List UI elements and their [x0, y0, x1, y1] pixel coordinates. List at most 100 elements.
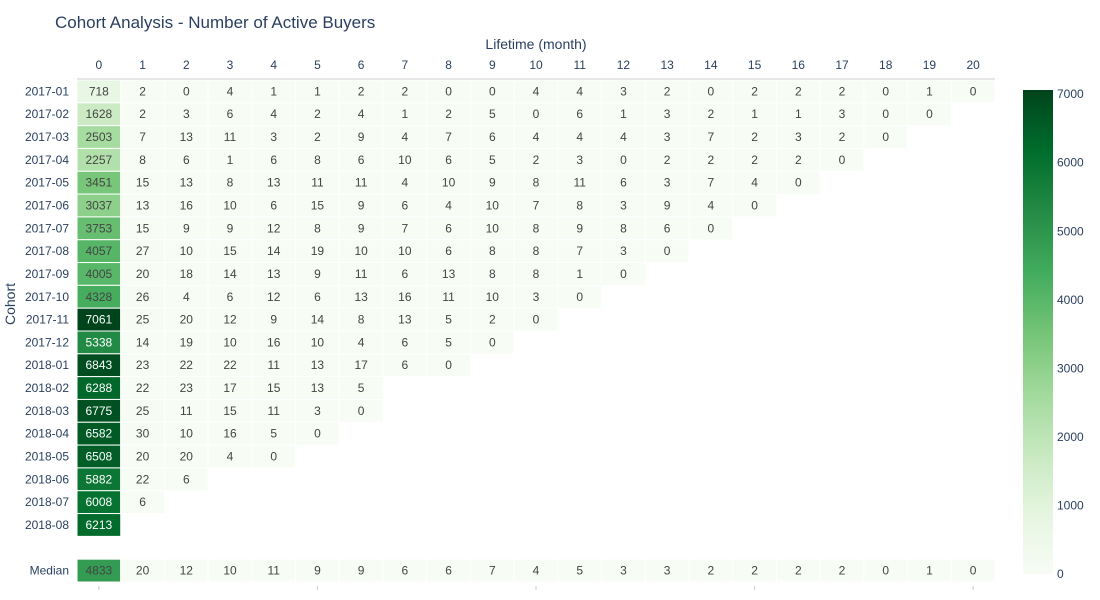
cell-value-label: 6 — [183, 472, 190, 486]
cell-value-label: 9 — [270, 313, 277, 327]
cell-value-label: 3 — [664, 564, 671, 578]
cell-value-label: 2 — [795, 564, 802, 578]
x-tick-label: 17 — [835, 58, 849, 72]
cell-value-label: 0 — [183, 84, 190, 98]
x-tick-label: 10 — [529, 58, 543, 72]
cell-value-label: 2 — [708, 153, 715, 167]
cell-value-label: 0 — [708, 84, 715, 98]
cell-value-label: 0 — [664, 244, 671, 258]
cell-value-label: 0 — [620, 153, 627, 167]
cell-value-label: 5 — [358, 381, 365, 395]
cell-value-label: 4 — [402, 176, 409, 190]
cell-value-label: 11 — [224, 130, 237, 144]
y-tick-label: 2018-05 — [25, 450, 69, 464]
cell-value-label: 6 — [445, 564, 452, 578]
cell-value-label: 2 — [751, 153, 758, 167]
cell-value-label: 0 — [270, 450, 277, 464]
cell-value-label: 0 — [533, 107, 540, 121]
cell-value-label: 8 — [533, 267, 540, 281]
colorbar-tick-label: 5000 — [1057, 224, 1084, 238]
cell-value-label: 17 — [223, 381, 237, 395]
cell-value-label: 6775 — [86, 404, 113, 418]
cell-value-label: 7 — [708, 130, 715, 144]
cell-value-label: 0 — [533, 313, 540, 327]
cell-value-label: 0 — [882, 564, 889, 578]
cell-value-label: 2 — [533, 153, 540, 167]
cell-value-label: 6 — [270, 153, 277, 167]
cell-value-label: 6 — [445, 221, 452, 235]
heatmap-cell — [163, 467, 209, 492]
cell-value-label: 2 — [314, 130, 321, 144]
cell-value-label: 1 — [227, 153, 234, 167]
cell-value-label: 14 — [223, 267, 237, 281]
y-tick-label: 2017-10 — [25, 290, 69, 304]
cell-value-label: 2 — [708, 564, 715, 578]
colorbar-tick-label: 0 — [1057, 567, 1064, 581]
cell-value-label: 8 — [576, 199, 583, 213]
cell-value-label: 718 — [89, 84, 109, 98]
cell-value-label: 1628 — [86, 107, 113, 121]
cell-value-label: 6508 — [86, 450, 113, 464]
cell-value-label: 23 — [180, 381, 194, 395]
cell-value-label: 0 — [489, 84, 496, 98]
y-tick-label: 2017-06 — [25, 199, 69, 213]
cell-value-label: 6 — [183, 153, 190, 167]
y-tick-label: 2018-06 — [25, 472, 69, 486]
x-tick-label: 7 — [402, 58, 409, 72]
cell-value-label: 0 — [358, 404, 365, 418]
cell-value-label: 22 — [136, 472, 150, 486]
cell-value-label: 3 — [620, 244, 627, 258]
cell-value-label: 4 — [227, 450, 234, 464]
cell-value-label: 8 — [314, 153, 321, 167]
y-tick-label: 2018-07 — [25, 495, 69, 509]
cell-value-label: 20 — [136, 564, 150, 578]
cell-value-label: 15 — [223, 404, 237, 418]
cell-value-label: 4 — [708, 199, 715, 213]
y-axis-title: Cohort — [2, 283, 18, 325]
cell-value-label: 11 — [355, 267, 368, 281]
cell-value-label: 2 — [402, 84, 409, 98]
y-tick-label: 2017-04 — [25, 153, 69, 167]
cell-value-label: 0 — [839, 153, 846, 167]
x-tick-label: 20 — [966, 58, 980, 72]
cell-value-label: 10 — [354, 244, 368, 258]
cell-value-label: 4 — [402, 130, 409, 144]
cell-value-label: 8 — [533, 221, 540, 235]
y-tick-label: 2017-02 — [25, 107, 69, 121]
x-tick-label: 0 — [96, 58, 103, 72]
cell-value-label: 9 — [314, 267, 321, 281]
cell-value-label: 2 — [489, 313, 496, 327]
x-tick-label: 14 — [704, 58, 718, 72]
cell-value-label: 4 — [533, 130, 540, 144]
heatmap-cell — [120, 490, 165, 515]
cell-value-label: 7061 — [86, 313, 113, 327]
cell-value-label: 6 — [402, 199, 409, 213]
cell-value-label: 12 — [223, 313, 237, 327]
cell-value-label: 3753 — [86, 221, 113, 235]
cell-value-label: 0 — [445, 358, 452, 372]
heatmap-cell — [775, 170, 821, 195]
heatmap-cell — [469, 330, 515, 355]
cell-value-label: 16 — [223, 427, 237, 441]
heatmap-cell — [601, 262, 646, 286]
cell-value-label: 5 — [489, 107, 496, 121]
cell-value-label: 11 — [355, 176, 368, 190]
heatmap-cell — [338, 398, 384, 423]
cell-value-label: 15 — [136, 221, 150, 235]
cell-value-label: 11 — [267, 358, 280, 372]
cell-value-label: 13 — [398, 313, 412, 327]
cell-value-label: 1 — [926, 84, 933, 98]
x-tick-label: 11 — [573, 58, 586, 72]
cell-value-label: 1 — [402, 107, 409, 121]
cell-value-label: 2 — [795, 84, 802, 98]
cell-value-label: 2 — [708, 107, 715, 121]
cell-value-label: 2 — [839, 564, 846, 578]
cell-value-label: 2 — [139, 84, 146, 98]
cell-value-label: 9 — [489, 176, 496, 190]
cell-value-label: 10 — [223, 564, 237, 578]
x-tick-label: 5 — [314, 58, 321, 72]
cell-value-label: 0 — [620, 267, 627, 281]
x-tick-label: 12 — [617, 58, 631, 72]
cell-value-label: 4057 — [86, 244, 113, 258]
